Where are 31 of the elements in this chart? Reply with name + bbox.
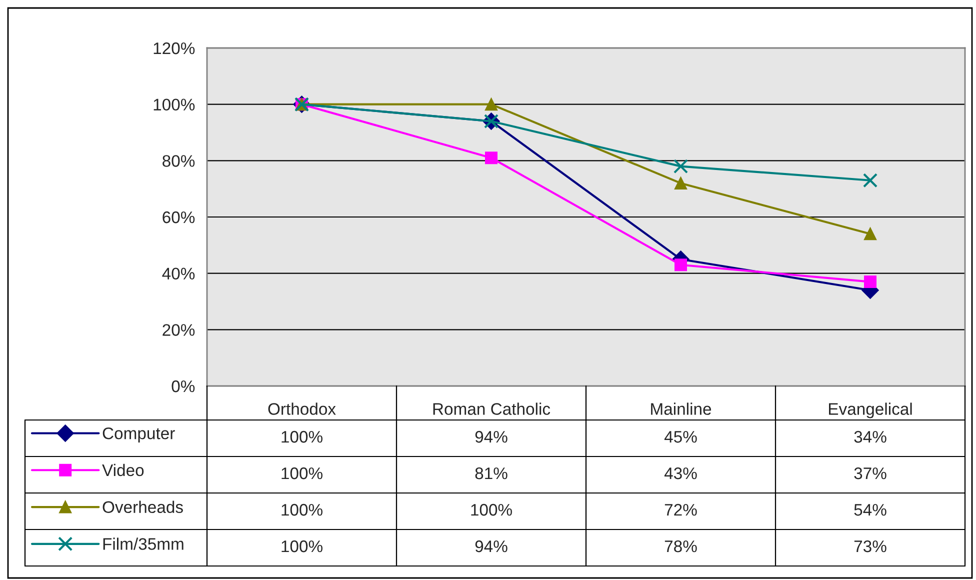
x-tick-label: Mainline: [651, 402, 712, 415]
data-label: 100%: [282, 540, 322, 552]
data-label: 54%: [854, 504, 886, 516]
data-label: 73%: [854, 540, 886, 552]
data-label: 45%: [664, 430, 697, 443]
data-label: 100%: [282, 504, 322, 516]
data-label: 94%: [475, 540, 508, 552]
y-tick-label: 80%: [162, 155, 195, 167]
data-label: 34%: [854, 430, 886, 443]
data-label: 100%: [282, 430, 322, 443]
y-tick-label: 100%: [154, 98, 195, 111]
y-tick-label: 60%: [162, 211, 195, 224]
data-label: 78%: [664, 540, 697, 552]
data-label: 94%: [475, 430, 508, 443]
data-label: 72%: [664, 504, 697, 516]
legend-label: Overheads: [102, 500, 183, 514]
legend-label: Computer: [102, 427, 175, 443]
legend-label: Film/35mm: [103, 538, 184, 550]
legend-label: Video: [102, 464, 144, 476]
data-label: 81%: [475, 467, 508, 480]
y-tick-label: 20%: [162, 324, 195, 336]
y-tick-label: 120%: [154, 42, 195, 54]
y-tick-label: 0%: [172, 380, 195, 392]
data-label: 43%: [664, 467, 697, 480]
x-tick-label: Roman Catholic: [433, 402, 550, 415]
x-tick-label: Orthodox: [268, 402, 336, 415]
data-label: 37%: [854, 467, 886, 480]
data-label: 100%: [471, 504, 512, 516]
y-tick-label: 40%: [162, 268, 195, 280]
x-tick-label: Evangelical: [829, 402, 912, 418]
data-label: 100%: [282, 467, 322, 480]
